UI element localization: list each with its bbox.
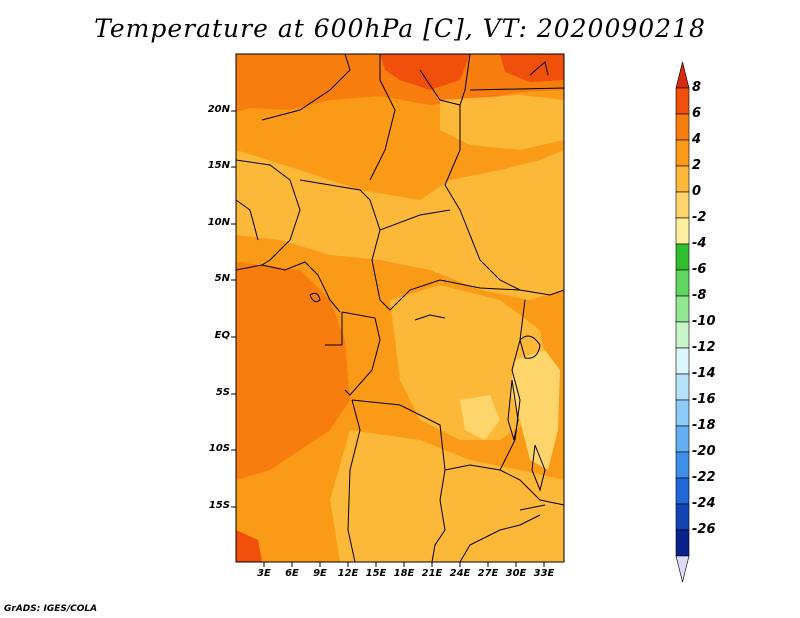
map-title: Temperature at 600hPa [C], VT: 202009021… (94, 14, 706, 43)
lat-label-5s: 5S (215, 387, 230, 398)
lon-label-27e: 27E (477, 568, 499, 579)
lat-label-15n: 15N (207, 160, 230, 171)
lon-label-33e: 33E (533, 568, 555, 579)
colorbar-label: -2 (692, 210, 707, 225)
colorbar-swatch (675, 191, 690, 219)
colorbar-label: 6 (692, 106, 702, 121)
map-frame (235, 53, 565, 563)
colorbar-swatch (675, 425, 690, 453)
colorbar-swatch (675, 451, 690, 479)
colorbar (675, 61, 690, 583)
lat-label-10s: 10S (208, 443, 230, 454)
colorbar-swatch (675, 269, 690, 297)
colorbar-label: -12 (692, 340, 716, 355)
colorbar-label: 2 (692, 158, 702, 173)
axis-ticks (231, 110, 545, 567)
lon-label-30e: 30E (505, 568, 527, 579)
colorbar-label: 0 (692, 184, 702, 199)
lon-label-21e: 21E (421, 568, 443, 579)
colorbar-swatch (675, 477, 690, 505)
colorbar-swatch (675, 373, 690, 401)
colorbar-swatch (675, 347, 690, 375)
colorbar-swatch (675, 399, 690, 427)
colorbar-label: -20 (692, 444, 716, 459)
colorbar-label: -14 (692, 366, 716, 381)
colorbar-label: -8 (692, 288, 707, 303)
colorbar-swatch (675, 243, 690, 271)
colorbar-top-arrow (675, 61, 690, 89)
coldest-zone-east-africa (510, 350, 560, 470)
lon-label-12e: 12E (337, 568, 359, 579)
lat-label-eq: EQ (214, 330, 230, 341)
colorbar-label: -22 (692, 470, 716, 485)
colorbar-label: -24 (692, 496, 716, 511)
footer-credit: GrADS: IGES/COLA (4, 604, 98, 614)
colorbar-bottom-arrow (675, 555, 690, 583)
cool-patch-angola (460, 395, 500, 440)
colorbar-label: -18 (692, 418, 716, 433)
colorbar-swatch (675, 503, 690, 531)
hot-patch-southwest (236, 530, 262, 562)
colorbar-swatch (675, 165, 690, 193)
colorbar-swatch (675, 529, 690, 557)
warm-ocean-southwest (236, 262, 350, 480)
colorbar-label: 4 (692, 132, 702, 147)
colorbar-swatch (675, 295, 690, 323)
country-borders (235, 53, 565, 563)
colorbar-swatch (675, 321, 690, 349)
lon-label-15e: 15E (365, 568, 387, 579)
lon-label-9e: 9E (313, 568, 327, 579)
colorbar-label: -10 (692, 314, 716, 329)
colorbar-label: 8 (692, 80, 702, 95)
lat-label-10n: 10N (207, 217, 230, 228)
colorbar-label: -16 (692, 392, 716, 407)
lat-label-20n: 20N (207, 104, 230, 115)
lat-label-5n: 5N (214, 273, 230, 284)
colorbar-swatch (675, 113, 690, 141)
colorbar-label: -4 (692, 236, 707, 251)
lon-label-3e: 3E (257, 568, 271, 579)
colorbar-swatch (675, 217, 690, 245)
colorbar-label: -26 (692, 522, 716, 537)
lon-label-18e: 18E (393, 568, 415, 579)
colorbar-label: -6 (692, 262, 707, 277)
lat-label-15s: 15S (208, 500, 230, 511)
lon-label-24e: 24E (449, 568, 471, 579)
lakes-and-coasts (309, 61, 549, 511)
hot-patch-north (380, 54, 470, 90)
colorbar-swatch (675, 139, 690, 167)
cool-zone-northeast (440, 95, 564, 150)
colorbar-swatch (675, 87, 690, 115)
lon-label-6e: 6E (285, 568, 299, 579)
